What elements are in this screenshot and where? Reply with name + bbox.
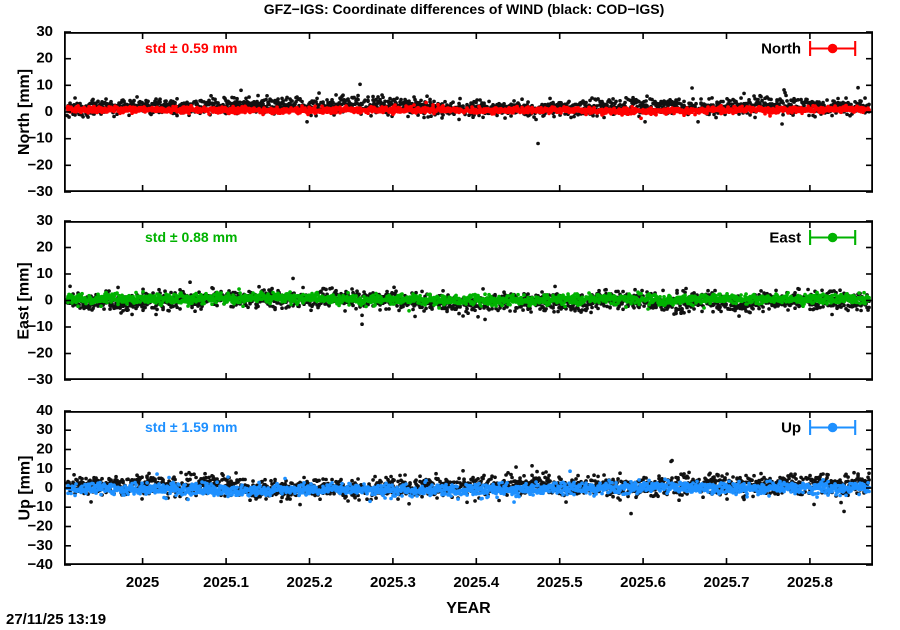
svg-text:10: 10 [36, 460, 53, 477]
svg-text:2025.3: 2025.3 [370, 574, 416, 591]
svg-text:30: 30 [36, 421, 53, 438]
svg-text:30: 30 [36, 23, 53, 40]
svg-text:2025.8: 2025.8 [787, 574, 833, 591]
svg-text:2025.7: 2025.7 [704, 574, 750, 591]
svg-text:2025: 2025 [126, 574, 159, 591]
svg-text:40: 40 [36, 402, 53, 419]
svg-text:2025.1: 2025.1 [203, 574, 249, 591]
svg-text:2025.4: 2025.4 [453, 574, 500, 591]
svg-text:2025.6: 2025.6 [620, 574, 666, 591]
svg-text:10: 10 [36, 76, 53, 93]
svg-text:10: 10 [36, 265, 53, 282]
svg-text:0: 0 [45, 103, 53, 120]
svg-text:20: 20 [36, 238, 53, 255]
svg-text:20: 20 [36, 50, 53, 67]
svg-text:20: 20 [36, 440, 53, 457]
svg-text:0: 0 [45, 479, 53, 496]
svg-text:30: 30 [36, 212, 53, 229]
svg-text:2025.2: 2025.2 [287, 574, 333, 591]
svg-text:0: 0 [45, 291, 53, 308]
svg-text:2025.5: 2025.5 [537, 574, 583, 591]
